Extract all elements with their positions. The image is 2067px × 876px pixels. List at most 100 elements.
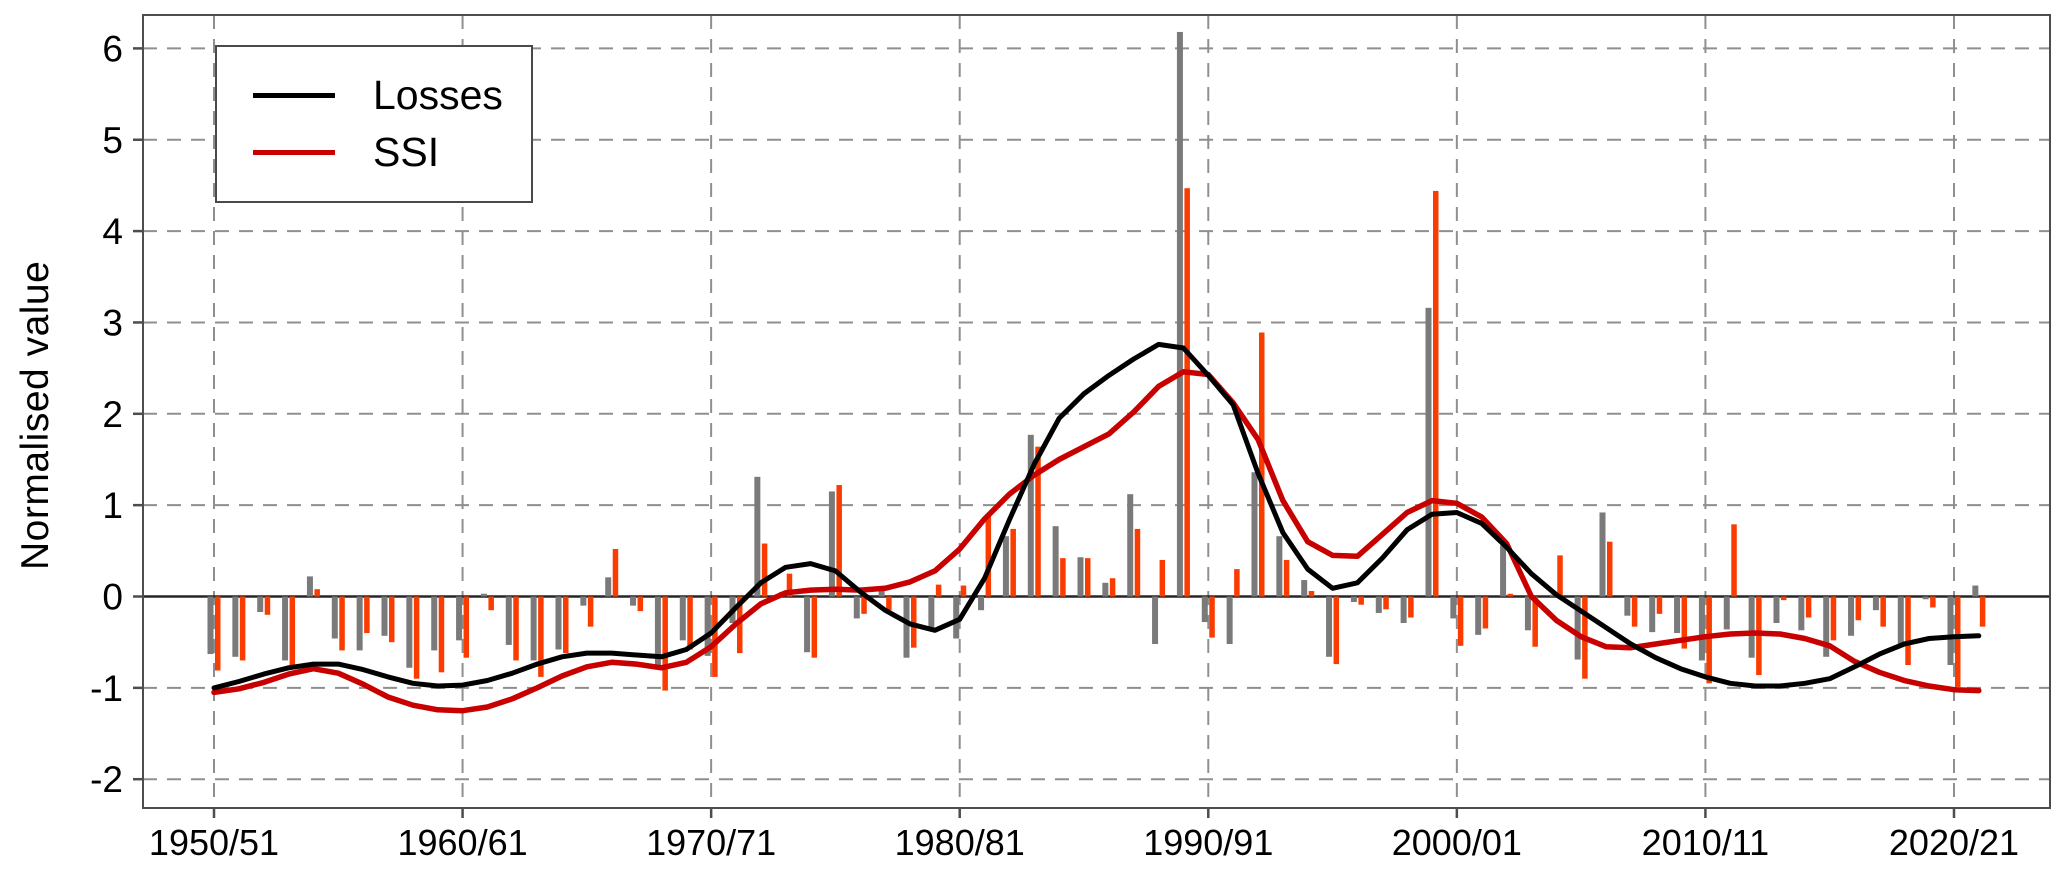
losses-bar: [605, 577, 612, 597]
y-tick-label: 6: [102, 28, 123, 69]
ssi-bar: [662, 596, 668, 691]
y-axis: 6 5 4 3 2 1 0 -1 -2: [90, 28, 143, 800]
losses-bar: [530, 596, 537, 661]
ssi-bar: [1010, 528, 1016, 597]
ssi-bar: [910, 596, 917, 648]
ssi-bar: [463, 596, 470, 658]
losses-bar: [853, 596, 860, 619]
plot-frame: [142, 14, 2051, 809]
y-tick-label: 0: [102, 577, 123, 618]
ssi-bar: [886, 596, 892, 611]
ssi-bar: [612, 548, 619, 597]
ssi-bar: [1880, 596, 1886, 627]
ssi-bar: [339, 596, 345, 651]
losses-bar: [679, 596, 686, 641]
ssi-bar: [314, 589, 320, 597]
losses-bar: [1077, 557, 1084, 597]
losses-bar: [480, 593, 487, 597]
ssi-bar: [1830, 596, 1837, 641]
ssi-bar: [836, 485, 842, 597]
y-axis-title: Normalised value: [14, 260, 57, 570]
ssi-bar: [1805, 596, 1812, 618]
ssi-bar: [985, 515, 992, 597]
ssi-bar: [736, 596, 743, 654]
losses-bar: [1152, 596, 1159, 645]
ssi-bar: [1109, 578, 1116, 597]
ssi-bar: [861, 596, 867, 614]
losses-bar: [1823, 596, 1830, 657]
ssi-bar: [239, 596, 246, 661]
legend: Losses SSI: [215, 45, 533, 203]
ssi-bar: [1731, 524, 1737, 597]
ssi-bar: [562, 596, 569, 654]
x-axis: 1950/51 1960/61 1970/71 1980/81 1990/91 2000/…: [149, 808, 2019, 863]
ssi-bars: [215, 188, 1986, 691]
losses-bar: [1450, 596, 1457, 619]
losses-bar: [1176, 31, 1183, 597]
ssi-bar: [1557, 555, 1563, 597]
ssi-bar: [1084, 558, 1091, 597]
ssi-bar: [1706, 596, 1712, 684]
losses-bar: [878, 590, 885, 597]
losses-bar: [431, 596, 438, 651]
x-tick-label: 1990/91: [1143, 822, 1273, 863]
legend-item-ssi: SSI: [217, 124, 531, 181]
ssi-bar: [1905, 596, 1911, 666]
ssi-bar: [488, 596, 494, 611]
ssi-smoothed-curve: [211, 369, 1982, 714]
ssi-bar: [1681, 596, 1688, 649]
ssi-bar: [1184, 188, 1190, 597]
losses-bar: [1127, 494, 1134, 597]
losses-bar: [356, 596, 363, 651]
ssi-bar: [1631, 596, 1638, 627]
losses-bar: [1102, 582, 1109, 597]
losses-bar: [232, 596, 239, 657]
losses-bar: [1425, 307, 1432, 597]
ssi-bar: [1780, 596, 1787, 601]
losses-bar: [1226, 596, 1233, 645]
losses-bar: [207, 596, 214, 655]
losses-bar: [456, 596, 463, 641]
ssi-bar: [1159, 559, 1166, 597]
losses-bar: [1052, 526, 1059, 597]
losses-bar: [282, 596, 289, 661]
ssi-bar: [761, 543, 768, 597]
y-tick-label: -1: [90, 668, 123, 709]
ssi-bar: [538, 596, 544, 677]
ssi-bar: [1060, 558, 1066, 597]
x-tick-label: 1980/81: [895, 822, 1025, 863]
losses-bar: [1500, 545, 1507, 597]
ssi-bar: [1333, 596, 1340, 665]
losses-bar: [1922, 596, 1929, 600]
ssi-bar: [215, 596, 221, 671]
ssi-bar: [1979, 596, 1986, 627]
y-tick-label: -2: [90, 759, 123, 800]
losses-bar: [1326, 596, 1333, 657]
ssi-bar: [1482, 596, 1489, 629]
ssi-bar: [1532, 596, 1538, 647]
ssi-bar: [1408, 596, 1414, 618]
ssi-bar: [786, 573, 793, 597]
losses-bars: [207, 31, 1979, 668]
ssi-bar: [364, 596, 370, 634]
losses-bar: [1723, 596, 1730, 630]
y-tick-label: 1: [102, 485, 123, 526]
losses-bar: [555, 596, 562, 650]
ssi-bar: [1606, 541, 1613, 597]
ssi-bar: [1234, 569, 1240, 597]
losses-bar: [903, 596, 910, 658]
losses-bar: [804, 596, 811, 653]
losses-bar: [928, 596, 935, 628]
losses-bar: [1972, 585, 1979, 597]
ssi-bar: [1457, 596, 1464, 646]
ssi-bar: [1035, 446, 1041, 597]
losses-bar: [505, 596, 512, 645]
losses-bar: [1251, 472, 1258, 597]
losses-bar: [1947, 596, 1954, 666]
losses-bar: [704, 596, 711, 656]
y-tick-label: 2: [102, 394, 123, 435]
ssi-bar: [935, 584, 942, 597]
losses-bar: [754, 476, 761, 597]
losses-bar: [306, 576, 313, 597]
